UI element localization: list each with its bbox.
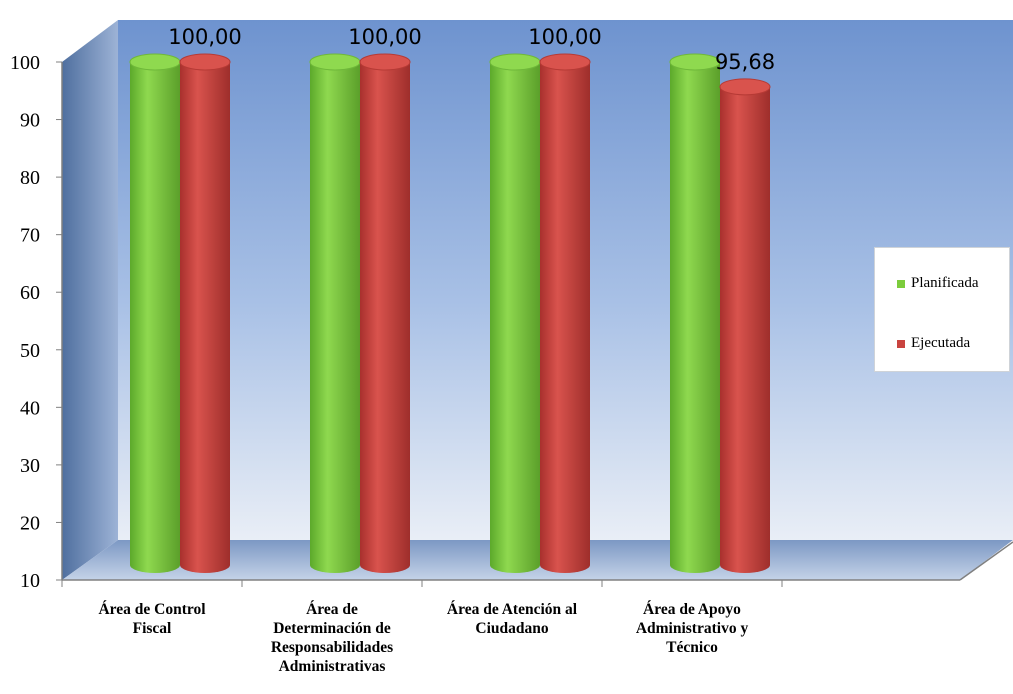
x-axis-end-line bbox=[959, 541, 1013, 581]
data-label: 100,00 bbox=[348, 25, 421, 49]
bar-planned bbox=[130, 62, 180, 573]
x-category-label-line: Área de bbox=[306, 601, 358, 618]
bar-executed bbox=[720, 86, 770, 573]
y-tick-label: 50 bbox=[20, 340, 40, 362]
x-category-label-line: Responsabilidades bbox=[270, 639, 394, 656]
bar-executed-top bbox=[539, 53, 591, 71]
y-tick-label: 30 bbox=[20, 455, 40, 477]
bar-planned bbox=[670, 62, 720, 573]
bar-planned-top bbox=[309, 53, 361, 71]
bar-executed-top bbox=[359, 53, 411, 71]
bars bbox=[129, 53, 771, 573]
bar-executed-top bbox=[719, 78, 771, 96]
legend-item-planned: Planificada bbox=[897, 275, 978, 292]
x-category-label-line: Área de Apoyo bbox=[643, 601, 741, 618]
y-tick-label: 40 bbox=[20, 397, 40, 419]
data-labels: 100,00 100,00 100,00 95,68 bbox=[168, 25, 775, 74]
y-tick-label: 100 bbox=[10, 52, 40, 74]
bar-executed bbox=[180, 62, 230, 573]
y-tick-label: 20 bbox=[20, 512, 40, 534]
x-category-label: Área de Control Fiscal bbox=[67, 600, 237, 638]
bar-executed bbox=[360, 62, 410, 573]
legend: Planificada Ejecutada bbox=[874, 247, 1010, 372]
bar-executed bbox=[540, 62, 590, 573]
bar-planned bbox=[490, 62, 540, 573]
y-tick-label: 80 bbox=[20, 167, 40, 189]
legend-label-executed: Ejecutada bbox=[911, 335, 971, 351]
legend-label-planned: Planificada bbox=[911, 275, 979, 291]
legend-item-executed: Ejecutada bbox=[897, 335, 970, 352]
y-axis-ticks: 10 20 30 40 50 60 70 80 90 100 bbox=[10, 52, 62, 592]
x-category-label-line: Área de Control bbox=[98, 601, 206, 618]
y-tick-label: 70 bbox=[20, 225, 40, 247]
x-category-label-line: Determinación de bbox=[273, 620, 391, 637]
legend-swatch-planned bbox=[897, 279, 905, 288]
y-tick-label: 60 bbox=[20, 282, 40, 304]
bar-executed-top bbox=[179, 53, 231, 71]
x-category-label: Área de Determinación de Responsabilidades… bbox=[247, 600, 417, 676]
x-category-label-line: Técnico bbox=[666, 639, 718, 656]
bar-planned-top bbox=[669, 53, 721, 71]
data-label: 100,00 bbox=[528, 25, 601, 49]
y-tick-label: 10 bbox=[20, 570, 40, 592]
chart-side-wall bbox=[62, 20, 118, 580]
x-category-label-line: Ciudadano bbox=[475, 620, 549, 637]
bar-planned-top bbox=[129, 53, 181, 71]
bar-planned bbox=[310, 62, 360, 573]
x-category-label: Área de Atención al Ciudadano bbox=[427, 600, 597, 638]
x-category-label-line: Fiscal bbox=[132, 620, 172, 637]
data-label: 100,00 bbox=[168, 25, 241, 49]
x-category-label: Área de Apoyo Administrativo y Técnico bbox=[607, 600, 777, 657]
y-tick-label: 90 bbox=[20, 110, 40, 132]
x-category-label-line: Área de Atención al bbox=[446, 601, 578, 618]
data-label: 95,68 bbox=[715, 50, 775, 74]
bar-planned-top bbox=[489, 53, 541, 71]
x-category-label-line: Administrativas bbox=[278, 658, 386, 675]
x-axis-ticks bbox=[61, 580, 783, 587]
legend-swatch-executed bbox=[897, 339, 905, 348]
x-category-label-line: Administrativo y bbox=[635, 620, 749, 637]
